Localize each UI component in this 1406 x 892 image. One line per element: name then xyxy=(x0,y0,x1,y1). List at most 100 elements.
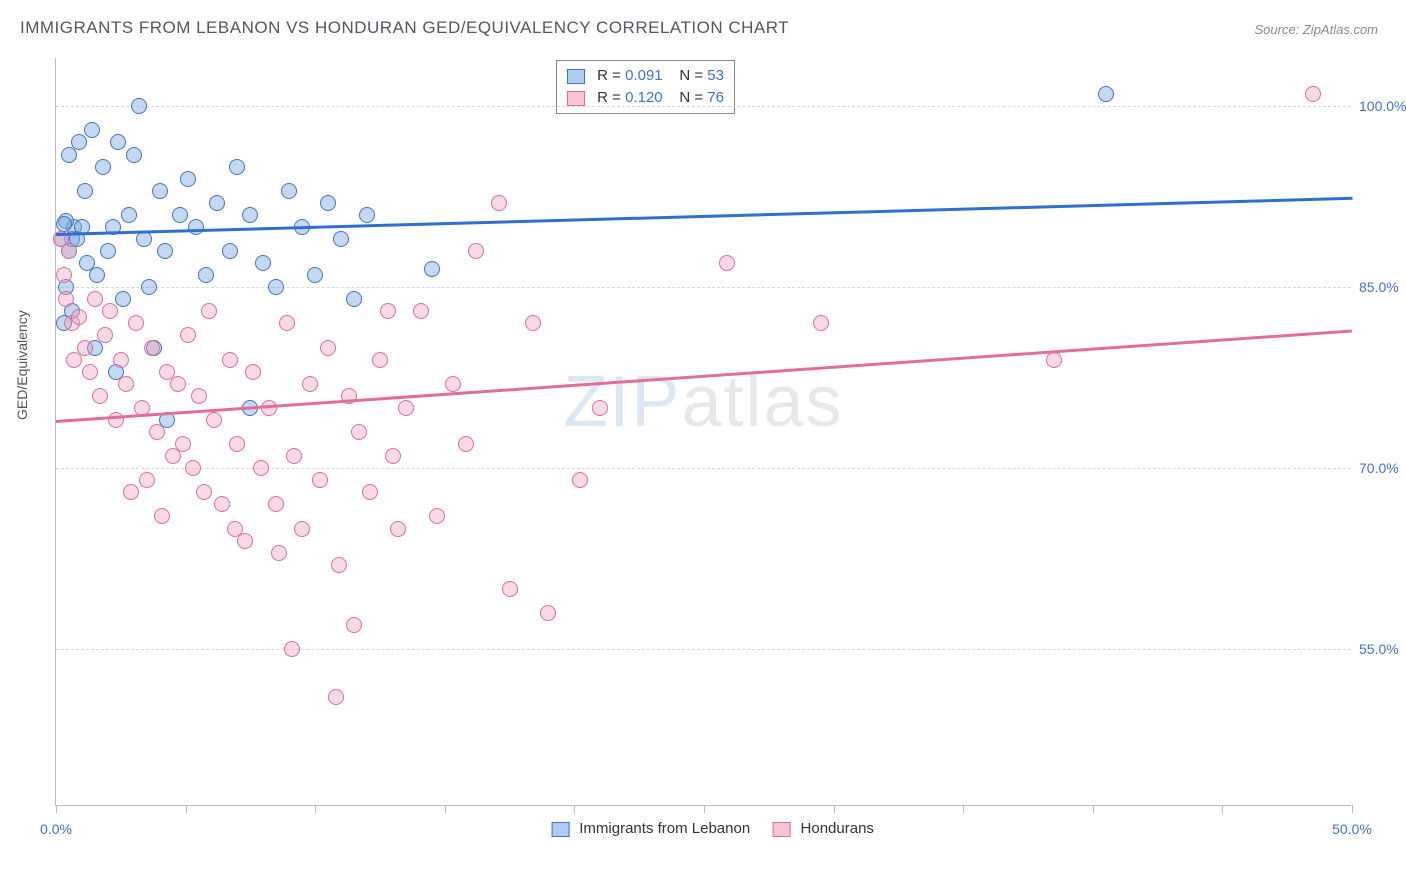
scatter-point xyxy=(719,255,735,271)
chart-container: IMMIGRANTS FROM LEBANON VS HONDURAN GED/… xyxy=(0,0,1406,892)
scatter-point xyxy=(502,581,518,597)
scatter-point xyxy=(237,533,253,549)
scatter-point xyxy=(320,195,336,211)
scatter-point xyxy=(346,617,362,633)
scatter-point xyxy=(413,303,429,319)
scatter-point xyxy=(58,291,74,307)
scatter-point xyxy=(56,267,72,283)
y-tick-label: 100.0% xyxy=(1359,98,1406,114)
scatter-point xyxy=(172,207,188,223)
scatter-point xyxy=(89,267,105,283)
scatter-point xyxy=(380,303,396,319)
scatter-point xyxy=(87,291,103,307)
scatter-point xyxy=(1305,86,1321,102)
scatter-point xyxy=(154,508,170,524)
scatter-point xyxy=(152,183,168,199)
watermark-zip: ZIP xyxy=(563,362,681,442)
gridline xyxy=(56,106,1351,107)
scatter-point xyxy=(222,352,238,368)
scatter-point xyxy=(82,364,98,380)
scatter-point xyxy=(333,231,349,247)
scatter-point xyxy=(95,159,111,175)
scatter-point xyxy=(445,376,461,392)
n-value-a: 53 xyxy=(707,67,724,84)
scatter-point xyxy=(71,134,87,150)
scatter-point xyxy=(110,134,126,150)
scatter-point xyxy=(525,315,541,331)
scatter-point xyxy=(279,315,295,331)
x-tick xyxy=(186,805,187,813)
scatter-point xyxy=(123,484,139,500)
scatter-point xyxy=(198,267,214,283)
scatter-point xyxy=(294,521,310,537)
scatter-point xyxy=(121,207,137,223)
scatter-point xyxy=(255,255,271,271)
legend-row-series-a: R = 0.091 N = 53 xyxy=(567,65,724,87)
source-label: Source: ZipAtlas.com xyxy=(1254,22,1378,37)
x-tick xyxy=(704,805,705,813)
scatter-point xyxy=(201,303,217,319)
scatter-point xyxy=(170,376,186,392)
scatter-point xyxy=(284,641,300,657)
y-tick-label: 55.0% xyxy=(1359,641,1406,657)
y-tick-label: 85.0% xyxy=(1359,279,1406,295)
y-tick-label: 70.0% xyxy=(1359,460,1406,476)
x-tick xyxy=(834,805,835,813)
scatter-point xyxy=(346,291,362,307)
scatter-point xyxy=(84,122,100,138)
scatter-point xyxy=(312,472,328,488)
scatter-point xyxy=(100,243,116,259)
scatter-point xyxy=(1098,86,1114,102)
scatter-point xyxy=(245,364,261,380)
scatter-point xyxy=(61,243,77,259)
scatter-point xyxy=(108,412,124,428)
scatter-point xyxy=(149,424,165,440)
scatter-point xyxy=(128,315,144,331)
scatter-point xyxy=(222,243,238,259)
scatter-point xyxy=(253,460,269,476)
x-tick xyxy=(1222,805,1223,813)
y-axis-label: GED/Equivalency xyxy=(14,310,30,420)
plot-area: ZIPatlas R = 0.091 N = 53 R = 0.120 N = … xyxy=(55,58,1351,806)
scatter-point xyxy=(328,689,344,705)
scatter-point xyxy=(468,243,484,259)
scatter-point xyxy=(385,448,401,464)
scatter-point xyxy=(175,436,191,452)
chart-title: IMMIGRANTS FROM LEBANON VS HONDURAN GED/… xyxy=(20,18,789,38)
scatter-point xyxy=(242,207,258,223)
scatter-point xyxy=(229,159,245,175)
r-value-b: 0.120 xyxy=(625,89,663,106)
scatter-point xyxy=(113,352,129,368)
scatter-point xyxy=(141,279,157,295)
scatter-point xyxy=(362,484,378,500)
scatter-point xyxy=(139,472,155,488)
scatter-point xyxy=(214,496,230,512)
n-label: N = xyxy=(679,89,703,106)
scatter-point xyxy=(458,436,474,452)
scatter-point xyxy=(592,400,608,416)
legend-label-b: Hondurans xyxy=(801,820,874,837)
legend-series: Immigrants from Lebanon Hondurans xyxy=(533,820,874,837)
scatter-point xyxy=(185,460,201,476)
gridline xyxy=(56,468,1351,469)
legend-swatch-b xyxy=(772,822,790,837)
x-tick xyxy=(574,805,575,813)
scatter-point xyxy=(281,183,297,199)
scatter-point xyxy=(191,388,207,404)
scatter-point xyxy=(307,267,323,283)
scatter-point xyxy=(77,183,93,199)
scatter-point xyxy=(115,291,131,307)
scatter-point xyxy=(92,388,108,404)
scatter-point xyxy=(331,557,347,573)
x-tick-label: 50.0% xyxy=(1332,821,1372,837)
scatter-point xyxy=(126,147,142,163)
x-tick xyxy=(1352,805,1353,813)
scatter-point xyxy=(268,279,284,295)
x-tick xyxy=(1093,805,1094,813)
x-tick-label: 0.0% xyxy=(40,821,72,837)
scatter-point xyxy=(157,243,173,259)
scatter-point xyxy=(286,448,302,464)
scatter-point xyxy=(229,436,245,452)
scatter-point xyxy=(77,340,93,356)
scatter-point xyxy=(188,219,204,235)
